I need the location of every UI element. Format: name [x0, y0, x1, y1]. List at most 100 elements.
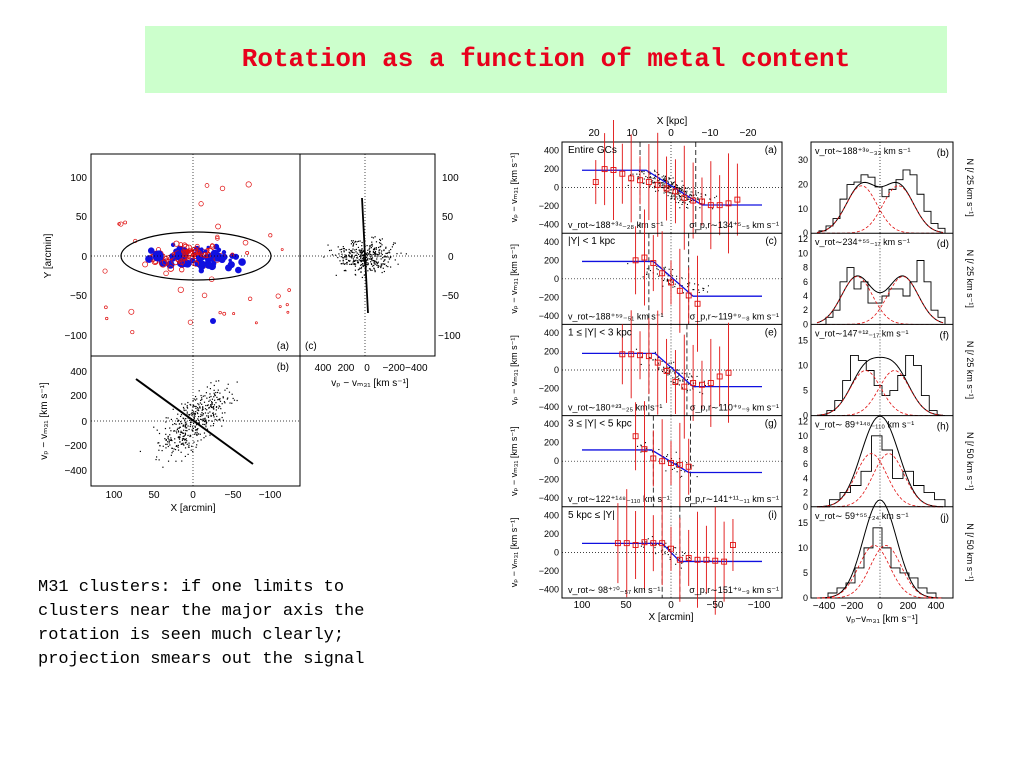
- velocity-point: [169, 444, 171, 446]
- gc-velocity-dot: [667, 554, 669, 556]
- gc-velocity-dot: [653, 187, 655, 189]
- velocity-point: [203, 432, 206, 434]
- velocity-point: [348, 255, 350, 257]
- panel-tag: (a): [765, 145, 777, 156]
- gc-velocity-dot: [692, 465, 694, 467]
- velocity-point: [379, 255, 381, 257]
- gc-velocity-dot: [649, 177, 651, 179]
- gc-velocity-dot: [678, 378, 680, 380]
- binned-velocity-point: [729, 542, 736, 548]
- gc-velocity-dot: [675, 187, 677, 189]
- gc-velocity-dot: [638, 170, 640, 173]
- velocity-point: [343, 250, 345, 252]
- gc-velocity-dot: [704, 384, 706, 387]
- velocity-point: [194, 425, 196, 427]
- gc-velocity-dot: [662, 285, 664, 287]
- velocity-point: [348, 248, 350, 251]
- gc-velocity-dot: [636, 445, 639, 447]
- sigma-annotation: σ_p,r∼134⁺⁵₋₅ km s⁻¹: [689, 220, 779, 230]
- rotation-ytick: 0: [554, 547, 559, 557]
- velocity-point: [367, 264, 369, 266]
- velocity-point: [341, 263, 343, 265]
- histogram-bars: [819, 260, 946, 325]
- binned-velocity-point: [659, 540, 666, 547]
- gc-velocity-dot: [682, 193, 685, 195]
- hist-ytick: 4: [803, 291, 808, 301]
- velocity-point: [177, 431, 180, 433]
- velocity-point: [343, 270, 345, 272]
- hist-vrot-annotation: v_rot∼ 89⁺¹⁴⁸₋₁₁₀ km s⁻¹: [815, 420, 914, 430]
- hist-ytick: 12: [798, 417, 808, 427]
- binned-velocity-point: [632, 433, 639, 440]
- velocity-point: [348, 251, 350, 253]
- velocity-point: [218, 419, 220, 421]
- gc-velocity-dot: [681, 285, 683, 287]
- velocity-point: [199, 433, 201, 435]
- velocity-point: [184, 438, 187, 441]
- velocity-point: [357, 246, 360, 249]
- velocity-point: [216, 396, 218, 398]
- velocity-point: [356, 257, 358, 259]
- hist-vrot-annotation: v_rot∼234⁺⁵⁵₋₁₇ km s⁻¹: [815, 237, 910, 247]
- velocity-point: [188, 442, 190, 444]
- velocity-point: [183, 429, 185, 431]
- gc-velocity-dot: [684, 471, 686, 473]
- bottom-tick: 0: [668, 600, 674, 611]
- gc-velocity-dot: [687, 283, 689, 285]
- velocity-point: [385, 247, 387, 249]
- velocity-point: [363, 263, 365, 265]
- velocity-point: [372, 251, 375, 253]
- velocity-point: [186, 407, 189, 409]
- gc-velocity-dot: [686, 206, 688, 209]
- velocity-point: [375, 254, 377, 256]
- gc-velocity-dot: [649, 185, 651, 187]
- velocity-point: [384, 256, 386, 258]
- gc-velocity-dot: [668, 178, 670, 180]
- hist-vrot-annotation: v_rot∼147⁺¹²₋₁₇ km s⁻¹: [815, 328, 908, 338]
- hist-ytick: 10: [798, 543, 808, 553]
- velocity-point: [178, 438, 181, 440]
- velocity-point: [178, 423, 180, 425]
- hist-ytick: 12: [798, 234, 808, 244]
- gc-velocity-dot: [675, 278, 678, 280]
- velocity-point: [363, 258, 365, 260]
- gc-velocity-dot: [667, 195, 669, 197]
- velocity-point: [367, 257, 369, 260]
- model-component: [816, 544, 944, 599]
- gc-velocity-dot: [665, 542, 667, 544]
- gc-velocity-dot: [664, 179, 666, 181]
- velocity-point: [210, 414, 212, 417]
- binned-velocity-point: [623, 540, 630, 547]
- gc-marker: [222, 311, 227, 316]
- velocity-point: [355, 254, 358, 256]
- velocity-point: [351, 251, 354, 254]
- velocity-point: [380, 266, 382, 269]
- gc-velocity-dot: [679, 192, 681, 194]
- gc-velocity-dot: [681, 180, 683, 182]
- panel-c-ytick: 0: [448, 252, 454, 263]
- velocity-point: [222, 419, 224, 421]
- velocity-point: [342, 246, 344, 248]
- hist-ytick: 20: [798, 180, 808, 190]
- gc-velocity-dot: [691, 195, 693, 197]
- velocity-point: [198, 421, 200, 423]
- gc-velocity-dot: [686, 190, 688, 192]
- binned-velocity-point: [681, 194, 688, 201]
- rotation-ytick: 400: [544, 510, 559, 520]
- gc-velocity-dot: [684, 191, 686, 193]
- gc-velocity-dot: [653, 182, 655, 184]
- gc-velocity-dot: [689, 389, 691, 391]
- gc-velocity-dot: [663, 366, 665, 368]
- velocity-point: [215, 380, 217, 382]
- velocity-point: [350, 256, 352, 258]
- gc-velocity-dot: [703, 288, 705, 290]
- gc-marker: [219, 185, 226, 192]
- velocity-point: [194, 395, 197, 398]
- gc-velocity-dot: [654, 178, 656, 180]
- hist-ytick: 10: [798, 204, 808, 214]
- velocity-point: [361, 249, 363, 251]
- velocity-point: [339, 260, 341, 262]
- gc-velocity-dot: [682, 292, 685, 294]
- binned-velocity-point: [663, 185, 670, 192]
- gc-marker: [232, 312, 236, 316]
